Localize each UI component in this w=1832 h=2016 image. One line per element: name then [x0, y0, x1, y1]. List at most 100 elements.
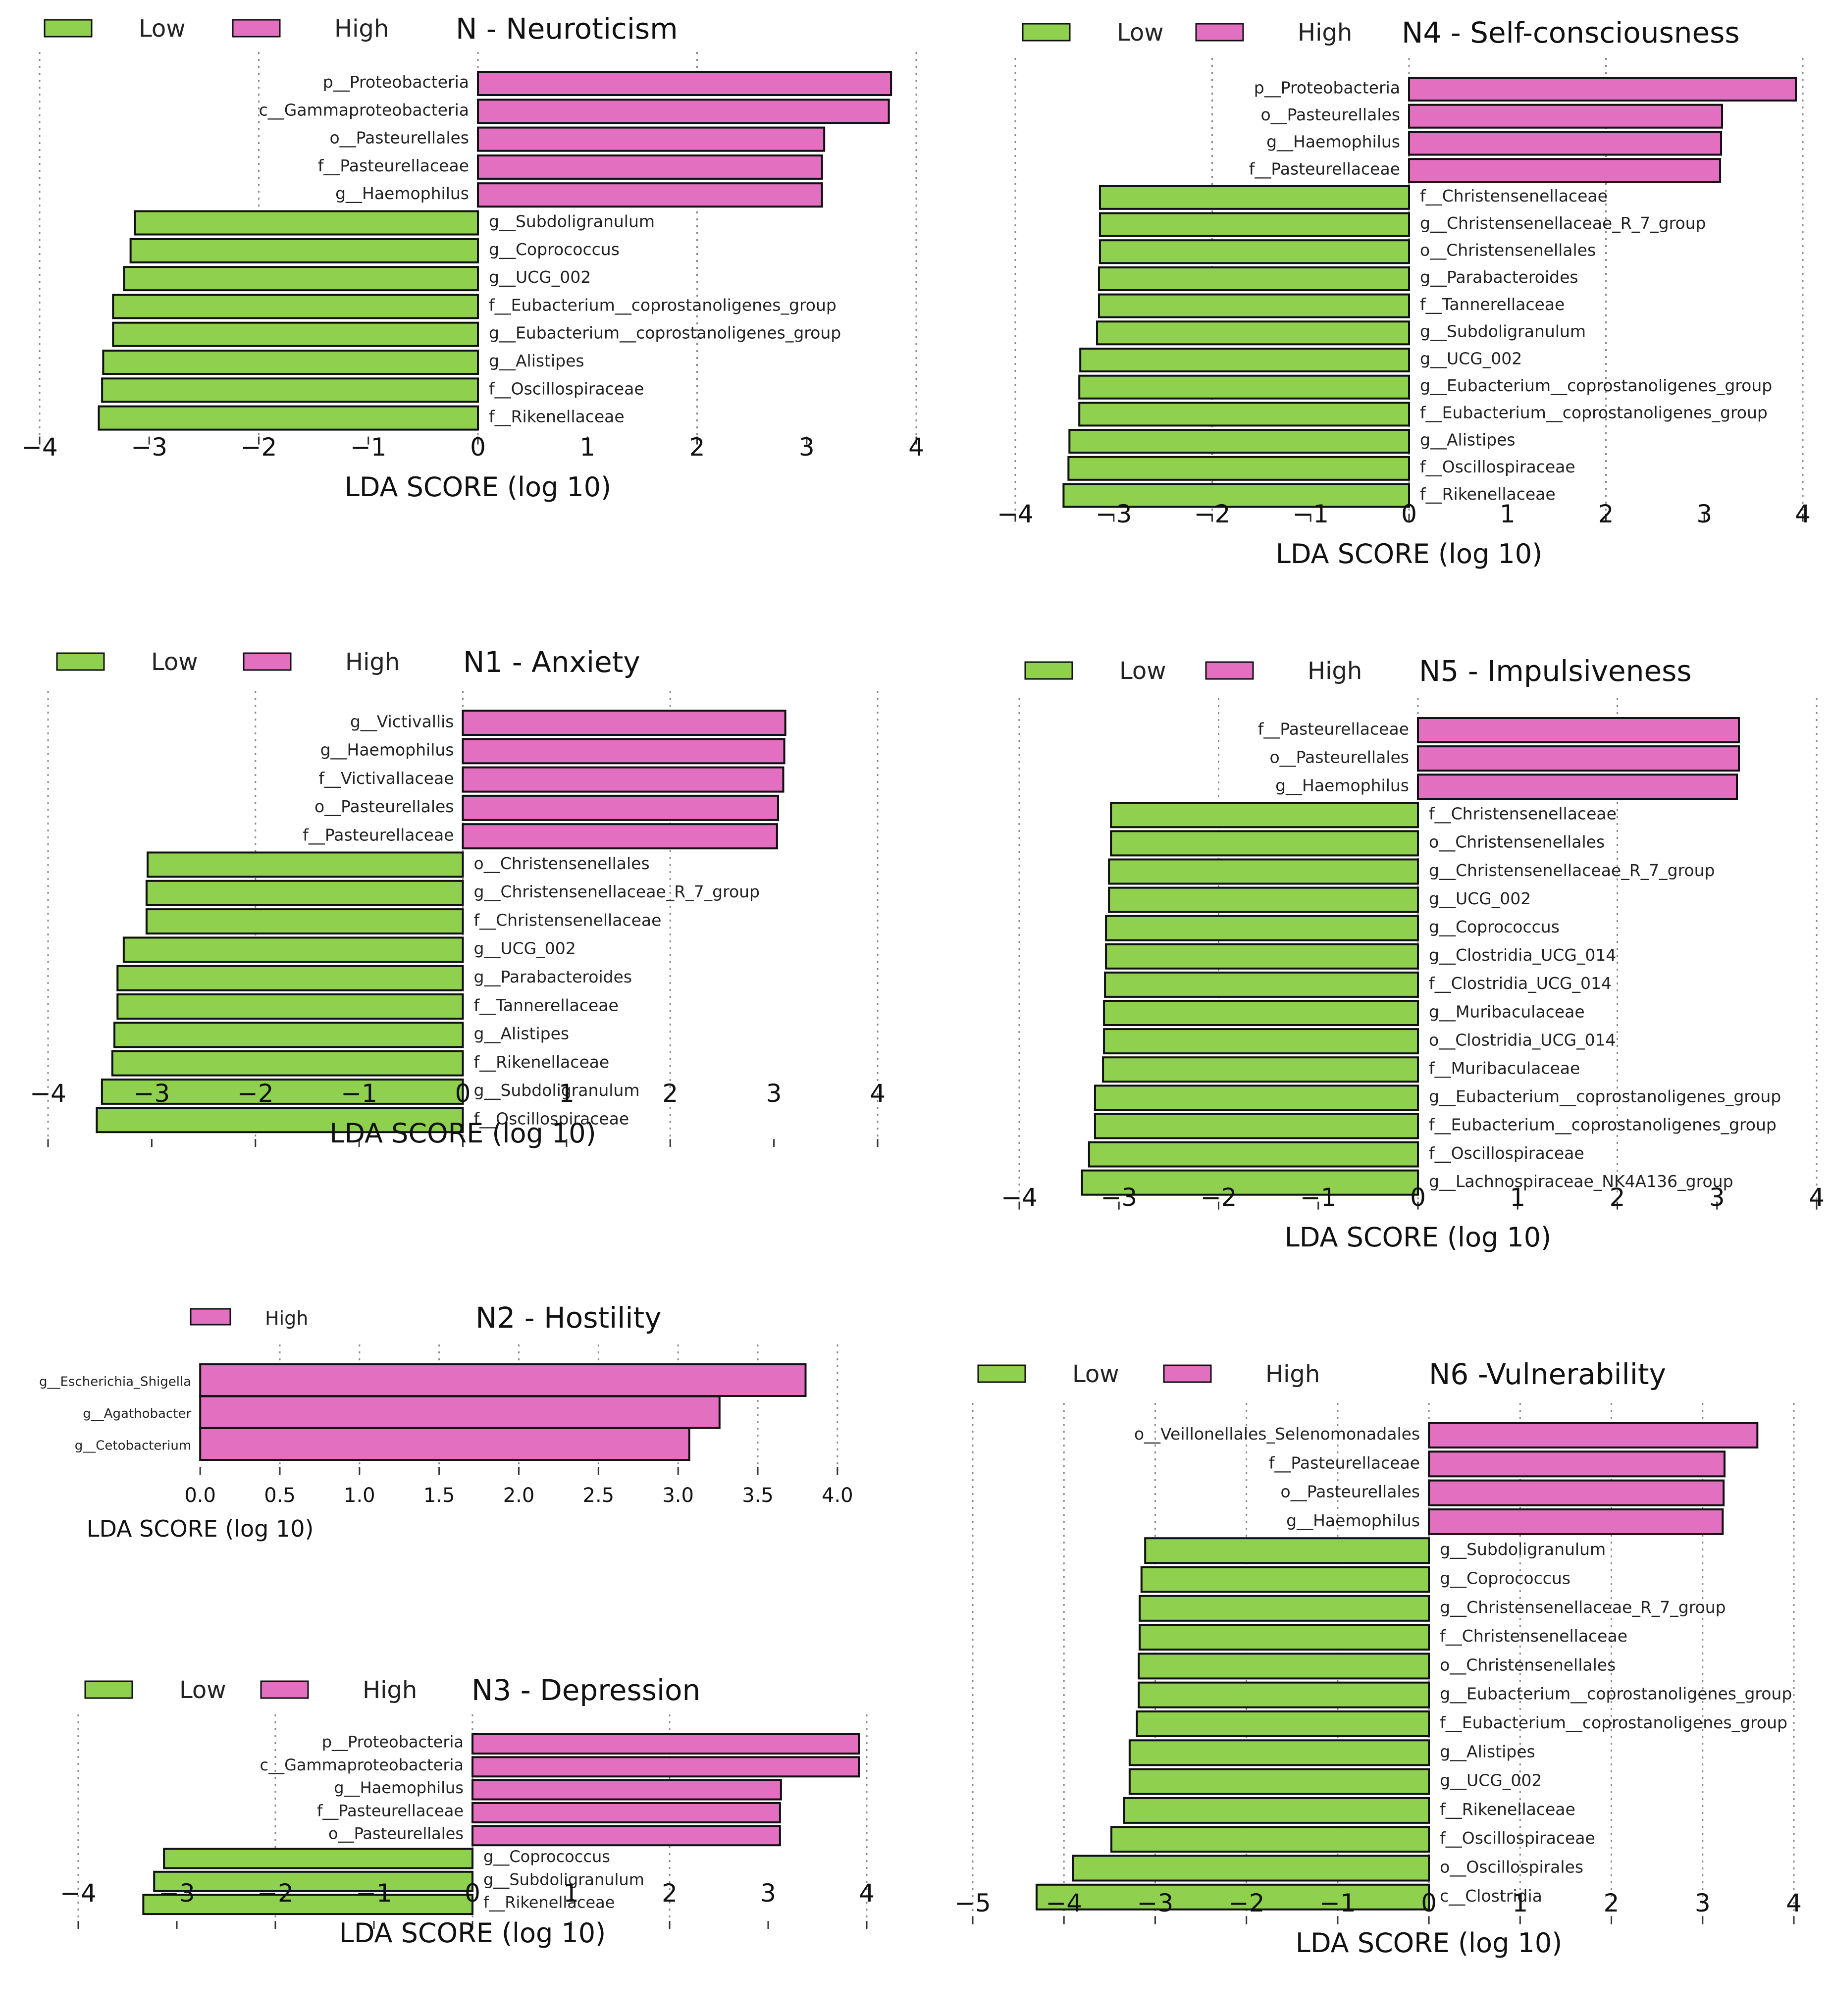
chart-6: Low High N6 -Vulnerability o__Veillonellale… [954, 1357, 1802, 1959]
bar [1417, 717, 1740, 743]
bar [1098, 266, 1410, 291]
bar-label: o__Pasteurellales [314, 797, 454, 816]
chart-3: Low High N1 - Anxiety g__Victivallis g__Haem… [30, 645, 886, 1149]
bar-label: f__Oscillospiraceae [1429, 1143, 1584, 1163]
bar-label: o__Christensenellales [1429, 832, 1605, 852]
tick-label: 2 [1598, 500, 1614, 528]
bar-label: g__Parabacteroides [474, 967, 632, 986]
bar [199, 1427, 690, 1461]
bar-label: g__Escherichia_Shigella [39, 1375, 191, 1390]
bar-label: g__Clostridia_UCG_014 [1429, 945, 1616, 965]
bar-label: f__Victivallaceae [318, 769, 454, 788]
bar [1123, 1797, 1430, 1824]
axis-label: LDA SCORE (log 10) [1285, 1222, 1551, 1253]
tick-label: −4 [30, 1079, 66, 1108]
tick-label: 3.0 [662, 1484, 694, 1507]
bar [1138, 1653, 1430, 1680]
tick-label: 3 [1709, 1183, 1725, 1212]
tick-label: −1 [1300, 1183, 1337, 1212]
bar-label: c__Clostridia [1440, 1886, 1542, 1906]
tick-label: −1 [356, 1879, 392, 1908]
bar-label: g__Christensenellaceae_R_7_group [1420, 213, 1706, 233]
legend-low-label: Low [139, 15, 186, 43]
legend-high-label: High [1308, 657, 1362, 685]
tick-label: 1 [1500, 500, 1516, 528]
tick-label: 1 [563, 1879, 579, 1908]
bar-label: o__Veillonellales_Selenomonadales [1134, 1424, 1420, 1444]
legend-high-swatch [243, 652, 292, 671]
tick-label: −4 [21, 433, 58, 462]
bar [462, 710, 786, 736]
bar-label: g__Haemophilus [1266, 132, 1400, 152]
bar [116, 965, 464, 991]
bar-label: g__Subdoligranulum [483, 1870, 644, 1889]
tick-label: 1 [1512, 1889, 1528, 1917]
bar [163, 1848, 473, 1869]
bar-label: f__Eubacterium__coprostanoligenes_group [1429, 1115, 1777, 1135]
bar [129, 238, 479, 263]
bar-label: f__Christensenellaceae [1420, 186, 1608, 206]
bar [134, 210, 479, 236]
bar-label: f__Muribaculaceae [1429, 1059, 1580, 1078]
bar-label: c__Gammaproteobacteria [259, 100, 469, 119]
tick-label: 0 [455, 1079, 471, 1108]
bar-label: g__Cetobacterium [75, 1439, 191, 1453]
legend-low-label: Low [1072, 1360, 1119, 1388]
bar [477, 99, 890, 124]
bar [102, 350, 479, 375]
bar-label: o__Pasteurellales [329, 128, 469, 148]
bar-label: f__Oscillospiraceae [474, 1109, 629, 1129]
tick-label: 2 [689, 433, 705, 462]
bar-label: g__Agathobacter [83, 1406, 191, 1421]
bar-label: f__Christensenellaceae [1429, 804, 1617, 824]
tick-label: 4 [1786, 1889, 1802, 1917]
tick-label: −2 [241, 433, 277, 462]
bar-label: f__Tannerellaceae [474, 995, 619, 1015]
bar-label: o__Pasteurellales [1260, 105, 1400, 124]
bar [1068, 429, 1410, 454]
legend-high-swatch [190, 1308, 231, 1326]
chart-5: High N2 - Hostility g__Escherichia_Shigell… [39, 1301, 853, 1542]
bar-label: g__Haemophilus [335, 184, 469, 203]
tick-label: 0.0 [184, 1484, 216, 1507]
bar-label: g__Victivallis [350, 712, 454, 731]
bar [1104, 971, 1419, 998]
tick-label: 3.5 [742, 1484, 774, 1507]
bar-label: f__Pasteurellaceae [318, 156, 469, 175]
chart-title: N6 -Vulnerability [1429, 1357, 1666, 1391]
bar [1105, 943, 1419, 970]
bar [1062, 483, 1410, 508]
bar-label: f__Pasteurellaceae [1258, 719, 1409, 738]
bar [142, 1894, 473, 1915]
tick-label: 0 [1421, 1889, 1437, 1917]
bar-label: o__Clostridia_UCG_014 [1429, 1030, 1616, 1049]
tick-label: 3 [799, 433, 815, 462]
tick-label: −3 [1100, 1183, 1137, 1212]
bar-label: g__Christensenellaceae_R_7_group [474, 882, 760, 901]
bar [1136, 1710, 1430, 1737]
bar [462, 823, 778, 850]
bar [462, 794, 779, 821]
tick-label: 2 [662, 1079, 678, 1108]
tick-label: 4.0 [822, 1484, 853, 1507]
bar-label: f__Tannerellaceae [1420, 295, 1565, 314]
legend-low-swatch [44, 19, 93, 38]
bar-label: g__Eubacterium__coprostanoligenes_group [1440, 1684, 1792, 1704]
bar [112, 294, 479, 319]
bar-label: o__Pasteurellales [1269, 747, 1409, 767]
bar [1108, 886, 1419, 913]
bar [1099, 212, 1411, 237]
tick-label: 2.0 [503, 1484, 535, 1507]
legend-high-swatch [1163, 1364, 1212, 1383]
legend-low-label: Low [151, 648, 198, 676]
legend-high-label: High [363, 1676, 417, 1704]
bar [1408, 131, 1723, 156]
bar [122, 936, 464, 963]
tick-label: −3 [158, 1879, 195, 1908]
bar-label: f__Rikenellaceae [474, 1052, 610, 1072]
legend-high-label: High [1298, 19, 1352, 47]
bar-label: o__Christensenellales [1420, 240, 1596, 259]
bar [1110, 1826, 1430, 1853]
bar [1105, 915, 1419, 941]
tick-label: 0.5 [264, 1484, 296, 1507]
